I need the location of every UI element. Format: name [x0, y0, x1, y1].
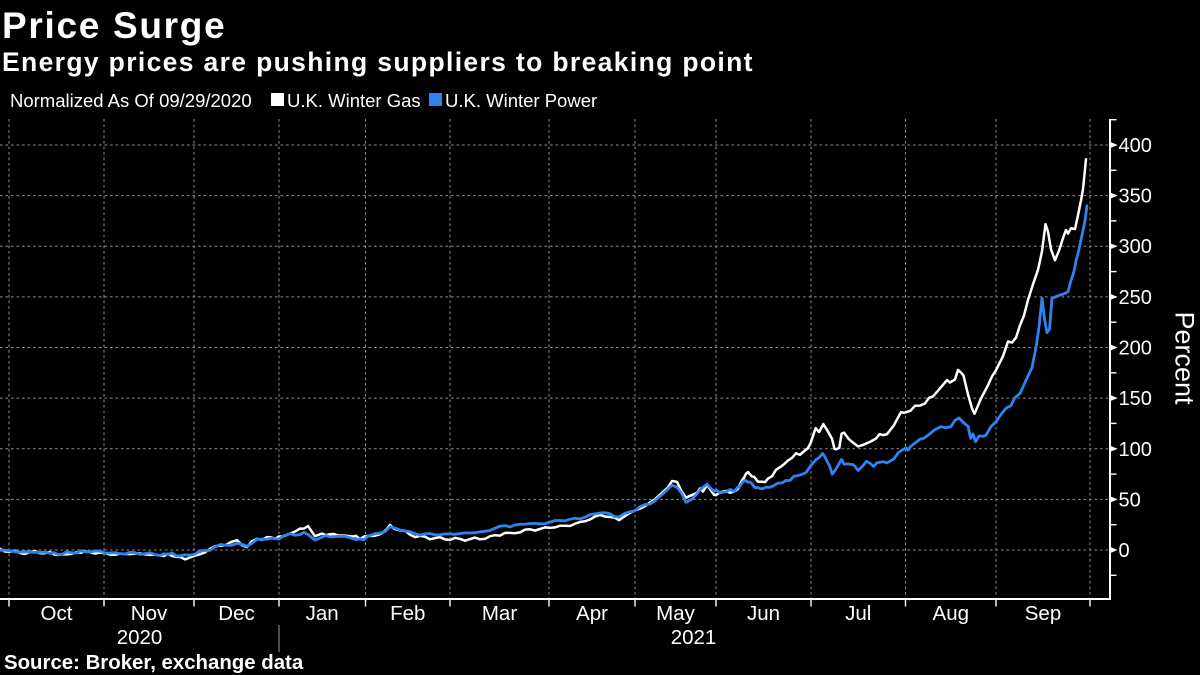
svg-text:Mar: Mar	[482, 602, 517, 625]
svg-text:250: 250	[1119, 287, 1152, 309]
svg-text:200: 200	[1119, 338, 1152, 360]
svg-text:Nov: Nov	[131, 602, 168, 625]
svg-text:0: 0	[1119, 540, 1130, 562]
svg-text:Apr: Apr	[576, 602, 608, 625]
svg-text:2020: 2020	[117, 626, 163, 649]
svg-text:350: 350	[1119, 186, 1152, 208]
svg-text:Feb: Feb	[390, 602, 425, 625]
svg-text:2021: 2021	[671, 626, 717, 649]
svg-text:150: 150	[1119, 388, 1152, 410]
svg-text:Jun: Jun	[747, 602, 780, 625]
svg-text:100: 100	[1119, 439, 1152, 461]
svg-text:Sep: Sep	[1025, 602, 1061, 625]
svg-text:400: 400	[1119, 135, 1152, 157]
svg-text:50: 50	[1119, 489, 1141, 511]
svg-text:Jan: Jan	[306, 602, 339, 625]
svg-text:Percent: Percent	[1170, 311, 1200, 405]
svg-text:300: 300	[1119, 236, 1152, 258]
svg-text:Aug: Aug	[933, 602, 969, 625]
svg-text:Jul: Jul	[845, 602, 871, 625]
svg-text:Dec: Dec	[218, 602, 254, 625]
svg-text:Oct: Oct	[41, 602, 73, 625]
svg-text:May: May	[656, 602, 695, 625]
